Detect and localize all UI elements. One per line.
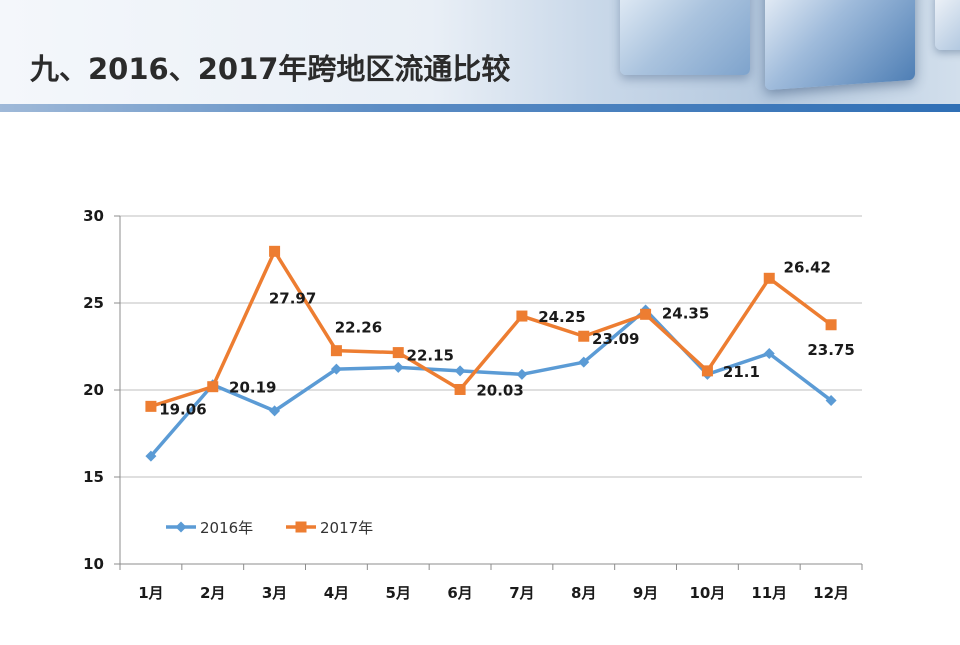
decorative-cube-image — [620, 0, 750, 75]
x-tick-label: 9月 — [633, 584, 658, 602]
x-tick-label: 5月 — [386, 584, 411, 602]
data-label: 20.19 — [229, 379, 276, 397]
x-axis-tick-labels: 1月 2月 3月 4月 5月 6月 7月 8月 9月 10月 11月 12月 — [138, 584, 849, 602]
data-label: 26.42 — [784, 258, 831, 276]
x-tick-label: 8月 — [571, 584, 596, 602]
data-point-2017年 — [516, 310, 528, 322]
data-label: 27.97 — [269, 289, 316, 307]
data-point-2017年 — [701, 365, 713, 377]
series-line-2017年 — [149, 249, 833, 409]
data-point-2017年 — [392, 347, 404, 359]
header-accent-bar — [0, 104, 960, 112]
x-tick-label: 12月 — [813, 584, 849, 602]
data-label: 24.25 — [538, 308, 585, 326]
data-label: 22.15 — [407, 347, 454, 365]
y-tick-label: 30 — [83, 207, 104, 225]
legend-swatch-marker — [175, 521, 187, 533]
axes — [114, 215, 863, 570]
data-point-2016年 — [516, 368, 528, 380]
header-banner — [0, 0, 960, 112]
x-tick-label: 1月 — [138, 584, 163, 602]
data-point-2017年 — [578, 330, 590, 342]
data-point-2016年 — [825, 394, 837, 406]
data-point-2016年 — [330, 363, 342, 375]
legend-entry: 2017年 — [320, 519, 373, 537]
page-title: 九、2016、2017年跨地区流通比较 — [30, 52, 511, 86]
data-point-2016年 — [145, 450, 157, 462]
y-axis-tick-labels: 10 15 20 25 30 — [83, 207, 104, 573]
y-tick-label: 25 — [83, 294, 104, 312]
data-point-2017年 — [454, 383, 466, 395]
series-line-2016年 — [149, 308, 833, 458]
data-labels: 19.06 20.19 27.97 22.26 22.15 20.03 24.25 23.09… — [159, 258, 855, 418]
data-label: 24.35 — [662, 304, 709, 322]
grid-lines — [120, 215, 862, 478]
data-point-2017年 — [640, 308, 652, 320]
x-tick-label: 3月 — [262, 584, 287, 602]
data-point-2017年 — [825, 319, 837, 331]
x-tick-label: 2月 — [200, 584, 225, 602]
series-group — [145, 245, 837, 462]
x-tick-label: 4月 — [324, 584, 349, 602]
legend-swatch-marker — [295, 521, 307, 533]
legend: 2016年 2017年 — [166, 519, 373, 537]
x-tick-label: 10月 — [689, 584, 725, 602]
data-label: 23.09 — [592, 330, 639, 348]
data-point-2017年 — [207, 381, 219, 393]
x-tick-label: 7月 — [509, 584, 534, 602]
data-point-2016年 — [763, 347, 775, 359]
legend-entry: 2016年 — [200, 519, 253, 537]
data-point-2016年 — [454, 365, 466, 377]
y-tick-label: 15 — [83, 468, 104, 486]
data-label: 21.1 — [723, 363, 760, 381]
data-point-2016年 — [269, 405, 281, 417]
data-label: 20.03 — [476, 381, 523, 399]
data-label: 19.06 — [159, 400, 206, 418]
data-point-2016年 — [578, 356, 590, 368]
x-tick-label: 6月 — [447, 584, 472, 602]
data-point-2017年 — [269, 245, 281, 257]
y-tick-label: 20 — [83, 381, 104, 399]
data-label: 22.26 — [335, 319, 382, 337]
data-point-2017年 — [330, 345, 342, 357]
data-point-2017年 — [763, 272, 775, 284]
y-tick-label: 10 — [83, 555, 104, 573]
data-point-2016年 — [392, 361, 404, 373]
decorative-cube-image — [935, 0, 960, 50]
x-tick-label: 11月 — [751, 584, 787, 602]
data-point-2017年 — [145, 400, 157, 412]
data-label: 23.75 — [807, 341, 854, 359]
